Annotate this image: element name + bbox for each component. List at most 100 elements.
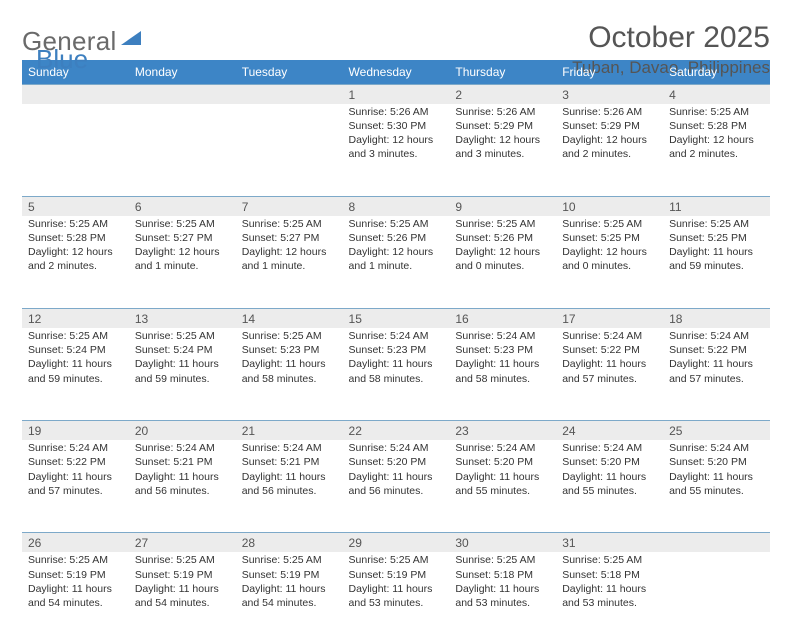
day-day2: and 56 minutes.: [349, 484, 444, 498]
day-number: 5: [22, 196, 129, 216]
calendar-table: Sunday Monday Tuesday Wednesday Thursday…: [22, 60, 770, 644]
day-number-row: 19202122232425: [22, 421, 770, 441]
day-sunrise: Sunrise: 5:24 AM: [562, 441, 657, 455]
day-number: 22: [343, 421, 450, 441]
day-sunrise: Sunrise: 5:24 AM: [455, 441, 550, 455]
day-day1: Daylight: 11 hours: [562, 357, 657, 371]
day-cell: Sunrise: 5:26 AMSunset: 5:30 PMDaylight:…: [343, 104, 450, 197]
day-day2: and 3 minutes.: [349, 147, 444, 161]
week-row: Sunrise: 5:25 AMSunset: 5:28 PMDaylight:…: [22, 216, 770, 309]
day-day1: Daylight: 11 hours: [242, 357, 337, 371]
day-day2: and 0 minutes.: [455, 259, 550, 273]
day-cell: Sunrise: 5:24 AMSunset: 5:23 PMDaylight:…: [449, 328, 556, 421]
day-number: 24: [556, 421, 663, 441]
day-number: 11: [663, 196, 770, 216]
day-sunrise: Sunrise: 5:25 AM: [28, 329, 123, 343]
week-row: Sunrise: 5:24 AMSunset: 5:22 PMDaylight:…: [22, 440, 770, 533]
day-sunrise: Sunrise: 5:24 AM: [349, 441, 444, 455]
day-sunrise: Sunrise: 5:25 AM: [28, 553, 123, 567]
day-day1: Daylight: 11 hours: [242, 470, 337, 484]
day-number-row: 1234: [22, 84, 770, 104]
day-cell: Sunrise: 5:25 AMSunset: 5:23 PMDaylight:…: [236, 328, 343, 421]
day-number-row: 262728293031: [22, 533, 770, 553]
day-sunset: Sunset: 5:27 PM: [242, 231, 337, 245]
day-day2: and 3 minutes.: [455, 147, 550, 161]
day-cell: Sunrise: 5:24 AMSunset: 5:21 PMDaylight:…: [236, 440, 343, 533]
day-sunset: Sunset: 5:26 PM: [349, 231, 444, 245]
day-sunset: Sunset: 5:25 PM: [669, 231, 764, 245]
day-number: 15: [343, 308, 450, 328]
day-sunset: Sunset: 5:20 PM: [669, 455, 764, 469]
day-number: 23: [449, 421, 556, 441]
day-sunrise: Sunrise: 5:24 AM: [669, 329, 764, 343]
day-day1: Daylight: 11 hours: [562, 582, 657, 596]
day-sunrise: Sunrise: 5:25 AM: [28, 217, 123, 231]
day-day2: and 2 minutes.: [562, 147, 657, 161]
day-number: 27: [129, 533, 236, 553]
day-cell: Sunrise: 5:24 AMSunset: 5:20 PMDaylight:…: [556, 440, 663, 533]
day-cell: Sunrise: 5:25 AMSunset: 5:24 PMDaylight:…: [129, 328, 236, 421]
day-number: 17: [556, 308, 663, 328]
day-number: 25: [663, 421, 770, 441]
day-number: 9: [449, 196, 556, 216]
day-day2: and 0 minutes.: [562, 259, 657, 273]
day-number: 31: [556, 533, 663, 553]
day-day1: Daylight: 11 hours: [669, 357, 764, 371]
day-number: [22, 84, 129, 104]
day-day2: and 1 minute.: [135, 259, 230, 273]
day-number: 2: [449, 84, 556, 104]
day-number: 7: [236, 196, 343, 216]
day-day2: and 1 minute.: [349, 259, 444, 273]
day-cell: [129, 104, 236, 197]
day-number: 19: [22, 421, 129, 441]
day-cell: Sunrise: 5:25 AMSunset: 5:18 PMDaylight:…: [556, 552, 663, 644]
day-number: 21: [236, 421, 343, 441]
day-sunrise: Sunrise: 5:24 AM: [135, 441, 230, 455]
day-sunrise: Sunrise: 5:25 AM: [349, 553, 444, 567]
day-day2: and 2 minutes.: [28, 259, 123, 273]
day-cell: Sunrise: 5:25 AMSunset: 5:24 PMDaylight:…: [22, 328, 129, 421]
day-day1: Daylight: 11 hours: [455, 357, 550, 371]
day-day2: and 2 minutes.: [669, 147, 764, 161]
day-sunset: Sunset: 5:18 PM: [455, 568, 550, 582]
day-number: [663, 533, 770, 553]
day-sunset: Sunset: 5:27 PM: [135, 231, 230, 245]
day-day1: Daylight: 11 hours: [242, 582, 337, 596]
day-day2: and 57 minutes.: [669, 372, 764, 386]
day-day1: Daylight: 12 hours: [242, 245, 337, 259]
day-sunrise: Sunrise: 5:25 AM: [242, 217, 337, 231]
day-day1: Daylight: 12 hours: [455, 133, 550, 147]
day-sunset: Sunset: 5:19 PM: [349, 568, 444, 582]
day-sunset: Sunset: 5:30 PM: [349, 119, 444, 133]
day-day1: Daylight: 12 hours: [562, 245, 657, 259]
day-cell: Sunrise: 5:25 AMSunset: 5:26 PMDaylight:…: [449, 216, 556, 309]
day-day2: and 56 minutes.: [135, 484, 230, 498]
day-cell: Sunrise: 5:25 AMSunset: 5:26 PMDaylight:…: [343, 216, 450, 309]
day-day1: Daylight: 11 hours: [28, 470, 123, 484]
day-sunrise: Sunrise: 5:24 AM: [669, 441, 764, 455]
day-sunrise: Sunrise: 5:24 AM: [562, 329, 657, 343]
day-cell: Sunrise: 5:24 AMSunset: 5:23 PMDaylight:…: [343, 328, 450, 421]
day-number: [129, 84, 236, 104]
day-number: 3: [556, 84, 663, 104]
day-day1: Daylight: 11 hours: [669, 470, 764, 484]
day-sunrise: Sunrise: 5:25 AM: [135, 553, 230, 567]
day-day1: Daylight: 11 hours: [349, 470, 444, 484]
day-cell: [236, 104, 343, 197]
day-number: 12: [22, 308, 129, 328]
day-sunrise: Sunrise: 5:26 AM: [349, 105, 444, 119]
day-number-row: 567891011: [22, 196, 770, 216]
day-sunset: Sunset: 5:22 PM: [669, 343, 764, 357]
day-cell: [663, 552, 770, 644]
day-number: 26: [22, 533, 129, 553]
day-sunrise: Sunrise: 5:25 AM: [455, 217, 550, 231]
week-row: Sunrise: 5:25 AMSunset: 5:24 PMDaylight:…: [22, 328, 770, 421]
day-day2: and 57 minutes.: [28, 484, 123, 498]
day-cell: Sunrise: 5:25 AMSunset: 5:18 PMDaylight:…: [449, 552, 556, 644]
day-day2: and 58 minutes.: [455, 372, 550, 386]
day-number: 8: [343, 196, 450, 216]
day-day2: and 54 minutes.: [242, 596, 337, 610]
day-cell: Sunrise: 5:25 AMSunset: 5:19 PMDaylight:…: [236, 552, 343, 644]
day-sunset: Sunset: 5:19 PM: [28, 568, 123, 582]
day-number-row: 12131415161718: [22, 308, 770, 328]
